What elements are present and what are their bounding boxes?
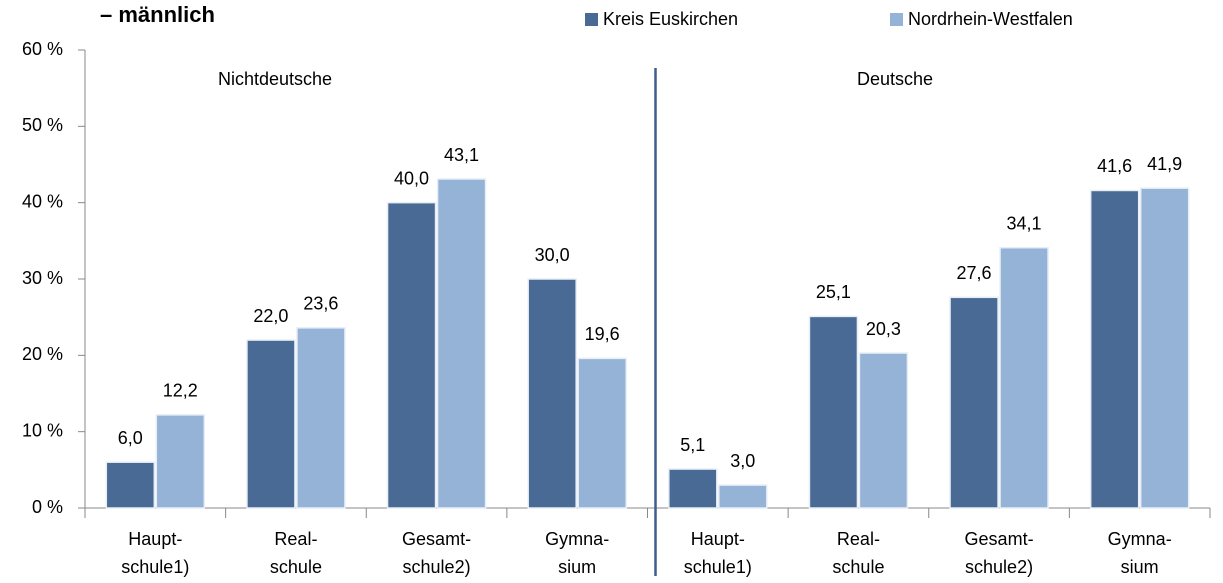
x-tick-label: Haupt-schule1) bbox=[121, 529, 189, 577]
x-tick-label: Gesamt-schule2) bbox=[965, 529, 1034, 577]
x-tick-label: Gymna-sium bbox=[1108, 529, 1172, 577]
y-tick-label: 60 % bbox=[22, 39, 63, 59]
value-label: 22,0 bbox=[253, 306, 288, 326]
legend-label: Nordrhein-Westfalen bbox=[908, 9, 1073, 29]
value-label: 19,6 bbox=[585, 324, 620, 344]
legend-swatch bbox=[890, 13, 903, 26]
value-label: 12,2 bbox=[163, 381, 198, 401]
group-label: Deutsche bbox=[857, 69, 933, 89]
value-label: 3,0 bbox=[730, 451, 755, 471]
y-tick-label: 20 % bbox=[22, 344, 63, 364]
bar bbox=[436, 178, 487, 509]
value-label: 34,1 bbox=[1007, 213, 1042, 233]
y-tick-label: 0 % bbox=[32, 497, 63, 517]
value-label: 40,0 bbox=[394, 168, 429, 188]
value-label: 43,1 bbox=[444, 145, 479, 165]
bar bbox=[296, 327, 346, 509]
bar bbox=[858, 352, 909, 509]
bar bbox=[246, 339, 296, 509]
value-label: 23,6 bbox=[303, 294, 338, 314]
y-tick-label: 50 % bbox=[22, 115, 63, 135]
value-label: 30,0 bbox=[535, 245, 570, 265]
group-label: Nichtdeutsche bbox=[218, 69, 332, 89]
x-tick-label: Gymna-sium bbox=[545, 529, 609, 577]
bar bbox=[1089, 189, 1140, 509]
value-label: 25,1 bbox=[816, 282, 851, 302]
x-tick-label: Real-schule bbox=[832, 529, 884, 577]
x-tick-label: Gesamt-schule2) bbox=[402, 529, 471, 577]
value-label: 5,1 bbox=[680, 435, 705, 455]
value-label: 41,9 bbox=[1147, 154, 1182, 174]
y-tick-label: 30 % bbox=[22, 268, 63, 288]
bar bbox=[999, 246, 1049, 509]
bar bbox=[577, 357, 627, 509]
y-tick-label: 10 % bbox=[22, 420, 63, 440]
bar bbox=[105, 461, 156, 509]
legend-label: Kreis Euskirchen bbox=[603, 9, 738, 29]
bar bbox=[1139, 187, 1190, 509]
value-label: 41,6 bbox=[1097, 156, 1132, 176]
bar bbox=[668, 468, 718, 509]
value-label: 6,0 bbox=[118, 428, 143, 448]
x-tick-label: Haupt-schule1) bbox=[684, 529, 752, 577]
chart-title: – männlich bbox=[100, 2, 215, 27]
bar bbox=[155, 414, 206, 509]
bar bbox=[386, 201, 437, 509]
bar bbox=[527, 278, 577, 509]
legend-swatch bbox=[585, 13, 598, 26]
bar bbox=[808, 315, 859, 509]
bar bbox=[949, 296, 999, 509]
y-tick-label: 40 % bbox=[22, 191, 63, 211]
value-label: 27,6 bbox=[957, 263, 992, 283]
x-tick-label: Real-schule bbox=[270, 529, 322, 577]
bar bbox=[718, 484, 768, 509]
value-label: 20,3 bbox=[866, 319, 901, 339]
